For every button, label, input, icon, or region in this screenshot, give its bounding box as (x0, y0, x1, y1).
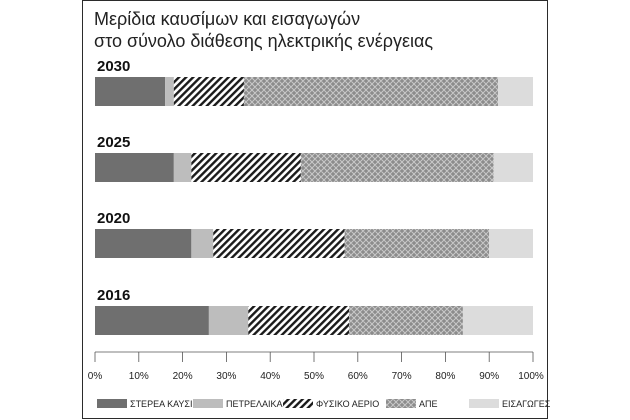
bar-2016-series-2 (208, 306, 249, 335)
year-label-2025: 2025 (97, 134, 130, 151)
x-tick-label-3: 30% (216, 371, 236, 382)
x-tick-label-5: 50% (304, 371, 324, 382)
x-tick-label-9: 90% (479, 371, 499, 382)
bar-2030-series-2 (165, 77, 174, 106)
legend-swatch-3 (283, 399, 313, 408)
legend-swatch-5 (469, 399, 499, 408)
bar-2020-series-1 (95, 229, 192, 258)
legend-label-4: ΑΠΕ (419, 399, 438, 409)
bar-2025-series-5 (493, 153, 533, 182)
bar-2030-series-4 (243, 77, 498, 106)
bar-2030-series-3 (173, 77, 244, 106)
bar-2030-series-1 (95, 77, 166, 106)
bar-2025-series-3 (191, 153, 301, 182)
bar-2025-series-4 (300, 153, 494, 182)
year-label-2020: 2020 (97, 210, 130, 227)
x-tick-label-8: 80% (435, 371, 455, 382)
legend-swatch-4 (386, 399, 416, 408)
year-label-2016: 2016 (97, 287, 130, 304)
legend-label-2: ΠΕΤΡΕΛΑΙΚΑ (226, 399, 283, 409)
bar-2016-series-4 (349, 306, 463, 335)
legend-label-3: ΦΥΣΙΚΟ ΑΕΡΙΟ (316, 399, 379, 409)
bar-2030-series-5 (497, 77, 533, 106)
x-axis: 0% 10% 20% 30% 40% 50% 60% 70% 80% 90% 100% (88, 351, 544, 382)
legend-swatch-1 (97, 399, 127, 408)
bar-2016-series-3 (248, 306, 350, 335)
legend: ΣΤΕΡΕΑ ΚΑΥΣΙΜΑ ΠΕΤΡΕΛΑΙΚΑ ΦΥΣΙΚΟ ΑΕΡΙΟ ΑΠΕ Ε… (97, 399, 551, 409)
bar-2025-series-2 (173, 153, 192, 182)
x-tick-label-6: 60% (348, 371, 368, 382)
chart-title-line-1: Μερίδια καυσίμων και εισαγωγών (94, 9, 361, 29)
chart-title-line-2: στο σύνολο διάθεσης ηλεκτρικής ενέργειας (94, 31, 434, 51)
year-label-2030: 2030 (97, 58, 130, 75)
bar-2016-series-5 (462, 306, 533, 335)
legend-label-5: ΕΙΣΑΓΩΓΕΣ (502, 399, 551, 409)
bar-2016-series-1 (95, 306, 209, 335)
legend-label-1: ΣΤΕΡΕΑ ΚΑΥΣΙΜΑ (130, 399, 206, 409)
bar-2020-series-2 (191, 229, 214, 258)
bar-2020-series-5 (489, 229, 533, 258)
x-tick-label-1: 10% (129, 371, 149, 382)
legend-swatch-2 (193, 399, 223, 408)
chart-frame (82, 0, 548, 419)
x-tick-label-0: 0% (88, 371, 103, 382)
x-tick-label-2: 20% (173, 371, 193, 382)
bar-2025-series-1 (95, 153, 174, 182)
x-tick-label-7: 70% (392, 371, 412, 382)
chart-title: Μερίδια καυσίμων και εισαγωγών στο σύνολ… (94, 8, 534, 52)
x-tick-label-10: 100% (518, 371, 544, 382)
bars-layer: 2030 2025 2020 2016 (95, 58, 533, 335)
bar-2020-series-4 (344, 229, 490, 258)
x-tick-label-4: 40% (260, 371, 280, 382)
bar-2020-series-3 (213, 229, 345, 258)
